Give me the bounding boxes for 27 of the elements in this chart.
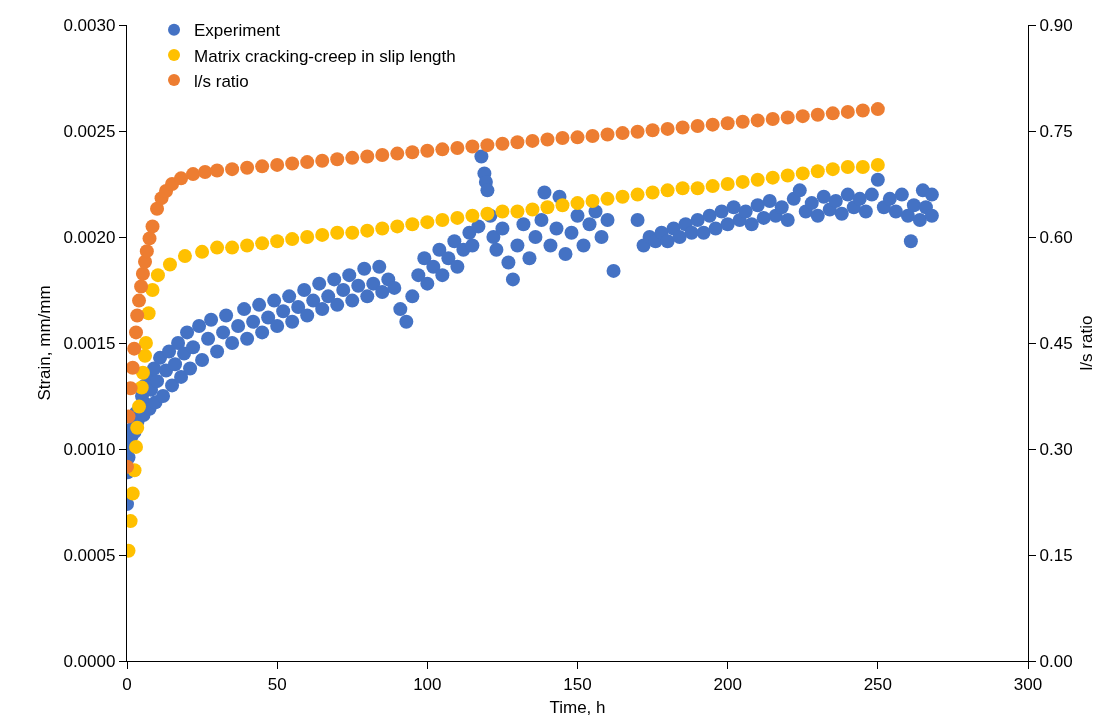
y2-tick-label: 0.30 [1039, 439, 1073, 459]
y-tick-label: 0.0025 [63, 121, 116, 141]
x-axis-title: Time, h [549, 697, 606, 717]
y-tick-label: 0.0000 [63, 651, 116, 671]
y2-tick-label: 0.15 [1039, 545, 1073, 565]
x-tick-label: 200 [713, 674, 742, 694]
y-tick-label: 0.0030 [63, 15, 116, 35]
x-tick-label: 150 [563, 674, 592, 694]
y2-tick-label: 0.75 [1039, 121, 1073, 141]
x-tick-label: 100 [413, 674, 442, 694]
y-tick-label: 0.0010 [63, 439, 116, 459]
y-tick-label: 0.0015 [63, 333, 116, 353]
y2-tick-label: 0.45 [1039, 333, 1073, 353]
legend-label: Experiment [194, 21, 281, 41]
x-tick-label: 250 [863, 674, 893, 694]
y2-tick-label: 0.00 [1039, 651, 1073, 671]
y2-tick-label: 0.90 [1039, 15, 1073, 35]
y2-tick-label: 0.60 [1039, 227, 1073, 247]
y-tick-label: 0.0005 [63, 545, 116, 565]
y2-axis-title: l/s ratio [1077, 315, 1097, 371]
y-tick-label: 0.0020 [63, 227, 116, 247]
x-tick-label: 300 [1013, 674, 1043, 694]
x-tick-label: 50 [267, 674, 287, 694]
x-tick-label: 0 [122, 674, 132, 694]
legend-label: Matrix cracking-creep in slip length [194, 46, 456, 66]
legend-label: l/s ratio [194, 71, 249, 91]
y-axis-title: Strain, mm/mm [35, 285, 54, 401]
